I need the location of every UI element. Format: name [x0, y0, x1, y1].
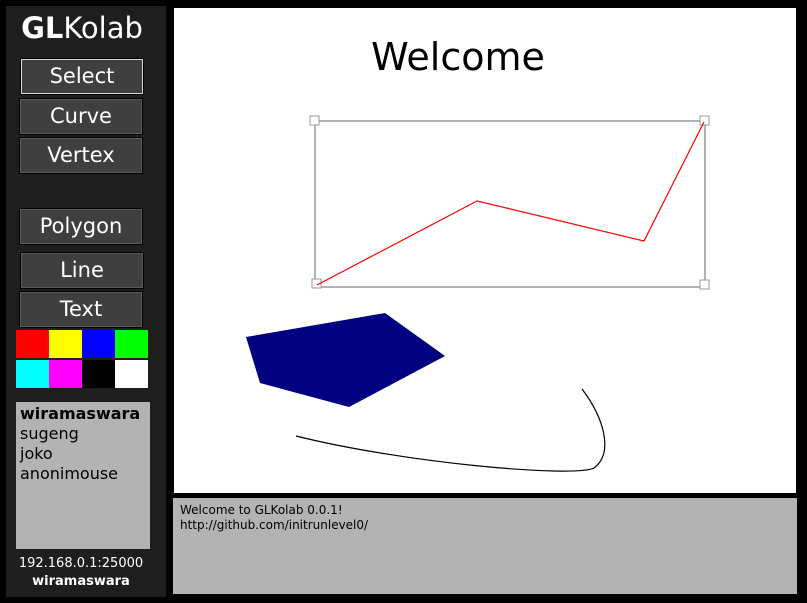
- color-swatch-yellow[interactable]: [49, 330, 82, 358]
- select-tool-button[interactable]: Select: [20, 58, 144, 95]
- current-username: wiramaswara: [32, 574, 130, 589]
- red-polyline[interactable]: [316, 121, 705, 286]
- tool-sidebar: GLKolab Select Curve Vertex Polygon Line…: [6, 6, 166, 597]
- text-tool-button[interactable]: Text: [19, 291, 143, 328]
- resize-handle-top-left[interactable]: [309, 115, 320, 126]
- color-swatch-blue[interactable]: [82, 330, 115, 358]
- user-list-item: sugeng: [20, 424, 79, 443]
- color-swatch-cyan[interactable]: [16, 360, 49, 388]
- polygon-tool-button[interactable]: Polygon: [19, 208, 143, 245]
- app-title: GLKolab: [6, 10, 158, 46]
- color-swatch-black[interactable]: [82, 360, 115, 388]
- app-title-rest: Kolab: [63, 11, 143, 45]
- color-swatch-red[interactable]: [16, 330, 49, 358]
- color-swatch-magenta[interactable]: [49, 360, 82, 388]
- color-swatch-white[interactable]: [115, 360, 148, 388]
- welcome-text[interactable]: Welcome: [371, 35, 545, 79]
- color-swatch-green[interactable]: [115, 330, 148, 358]
- user-list-item: joko: [20, 444, 53, 463]
- message-console: Welcome to GLKolab 0.0.1! http://github.…: [173, 498, 797, 594]
- selection-bounding-box: [314, 120, 706, 288]
- user-list-item: anonimouse: [20, 464, 119, 483]
- resize-handle-bottom-right[interactable]: [699, 279, 710, 290]
- user-list-item-current: wiramaswara: [20, 404, 141, 423]
- console-line: http://github.com/initrunlevel0/: [180, 518, 369, 532]
- curve-tool-button[interactable]: Curve: [19, 98, 143, 135]
- vertex-tool-button[interactable]: Vertex: [19, 137, 143, 174]
- user-list: wiramaswara sugeng joko anonimouse: [16, 402, 150, 549]
- console-line: Welcome to GLKolab 0.0.1!: [180, 503, 343, 517]
- server-address: 192.168.0.1:25000: [18, 556, 144, 571]
- line-tool-button[interactable]: Line: [20, 252, 144, 289]
- black-curve[interactable]: [295, 388, 606, 472]
- resize-handle-top-right[interactable]: [699, 115, 710, 126]
- app-title-bold: GL: [21, 11, 64, 45]
- navy-polygon[interactable]: [246, 313, 445, 407]
- drawing-canvas[interactable]: Welcome: [174, 8, 796, 493]
